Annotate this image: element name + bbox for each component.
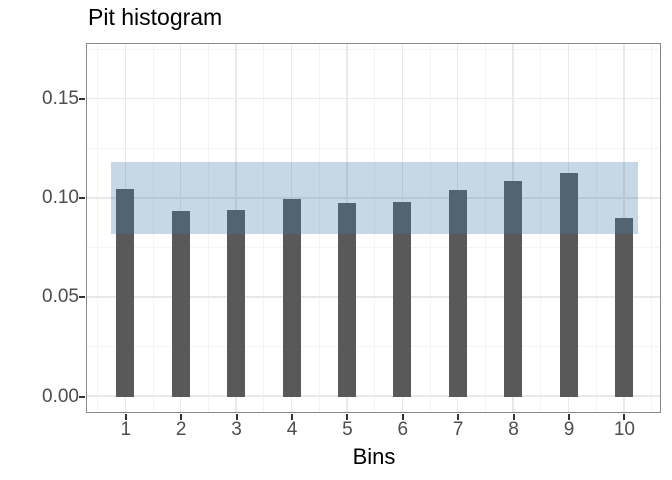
gridline-major-h [86,197,660,199]
chart-title: Pit histogram [88,4,223,30]
x-tick-label: 9 [563,419,575,440]
histogram-bar [227,209,246,397]
histogram-bar [171,211,190,397]
histogram-bar [337,202,356,397]
y-tick-mark [79,98,85,101]
gridline-minor-h [86,48,660,50]
gridline-minor-v [374,44,376,412]
x-tick-mark [512,413,515,420]
x-tick-mark [235,413,238,420]
x-tick-label: 7 [452,419,464,440]
gridline-minor-v [207,44,209,412]
x-tick-mark [401,413,404,420]
histogram-bar [116,188,135,397]
gridline-minor-v [595,44,597,412]
x-tick-mark [291,413,293,420]
x-tick-label: 5 [342,419,353,440]
gridline-minor-v [540,44,542,412]
x-tick-label: 1 [120,419,132,440]
gridline-minor-v [484,44,486,412]
gridline-major-h [86,296,660,298]
y-tick-label: 0.10 [42,187,79,209]
x-tick-mark [346,413,349,420]
histogram-bar [504,181,523,397]
gridline-minor-h [86,345,660,347]
gridline-minor-v [152,44,154,412]
x-tick-mark [457,413,460,420]
plot-panel [85,43,661,413]
y-tick-label: 0.05 [42,286,79,308]
gridline-major-h [86,395,660,397]
gridline-minor-v [97,44,99,412]
y-tick-mark [79,197,85,200]
x-tick-mark [568,413,570,420]
x-tick-label: 3 [231,419,242,440]
gridline-minor-h [86,246,660,248]
x-tick-mark [124,413,127,420]
histogram-bar [282,199,301,397]
x-tick-label: 8 [508,419,519,440]
x-tick-label: 6 [397,419,409,440]
gridline-minor-v [263,44,265,412]
y-tick-mark [79,395,85,398]
uniformity-band [111,161,638,235]
gridline-minor-v [429,44,431,412]
gridline-minor-v [318,44,320,412]
x-tick-label: 2 [175,419,187,440]
x-tick-label: 10 [613,419,635,440]
x-tick-mark [623,413,626,420]
histogram-bar [559,173,578,397]
histogram-bar [393,201,412,397]
x-tick-mark [180,413,183,420]
x-axis-title: Bins [352,444,396,469]
x-tick-label: 4 [286,419,298,440]
y-tick-label: 0.15 [42,88,79,110]
gridline-minor-v [651,44,653,412]
gridline-major-h [86,97,660,100]
y-tick-mark [79,296,85,299]
gridline-minor-h [86,147,660,149]
histogram-bar [448,190,467,397]
y-tick-label: 0.00 [42,385,79,407]
histogram-bar [614,217,633,397]
